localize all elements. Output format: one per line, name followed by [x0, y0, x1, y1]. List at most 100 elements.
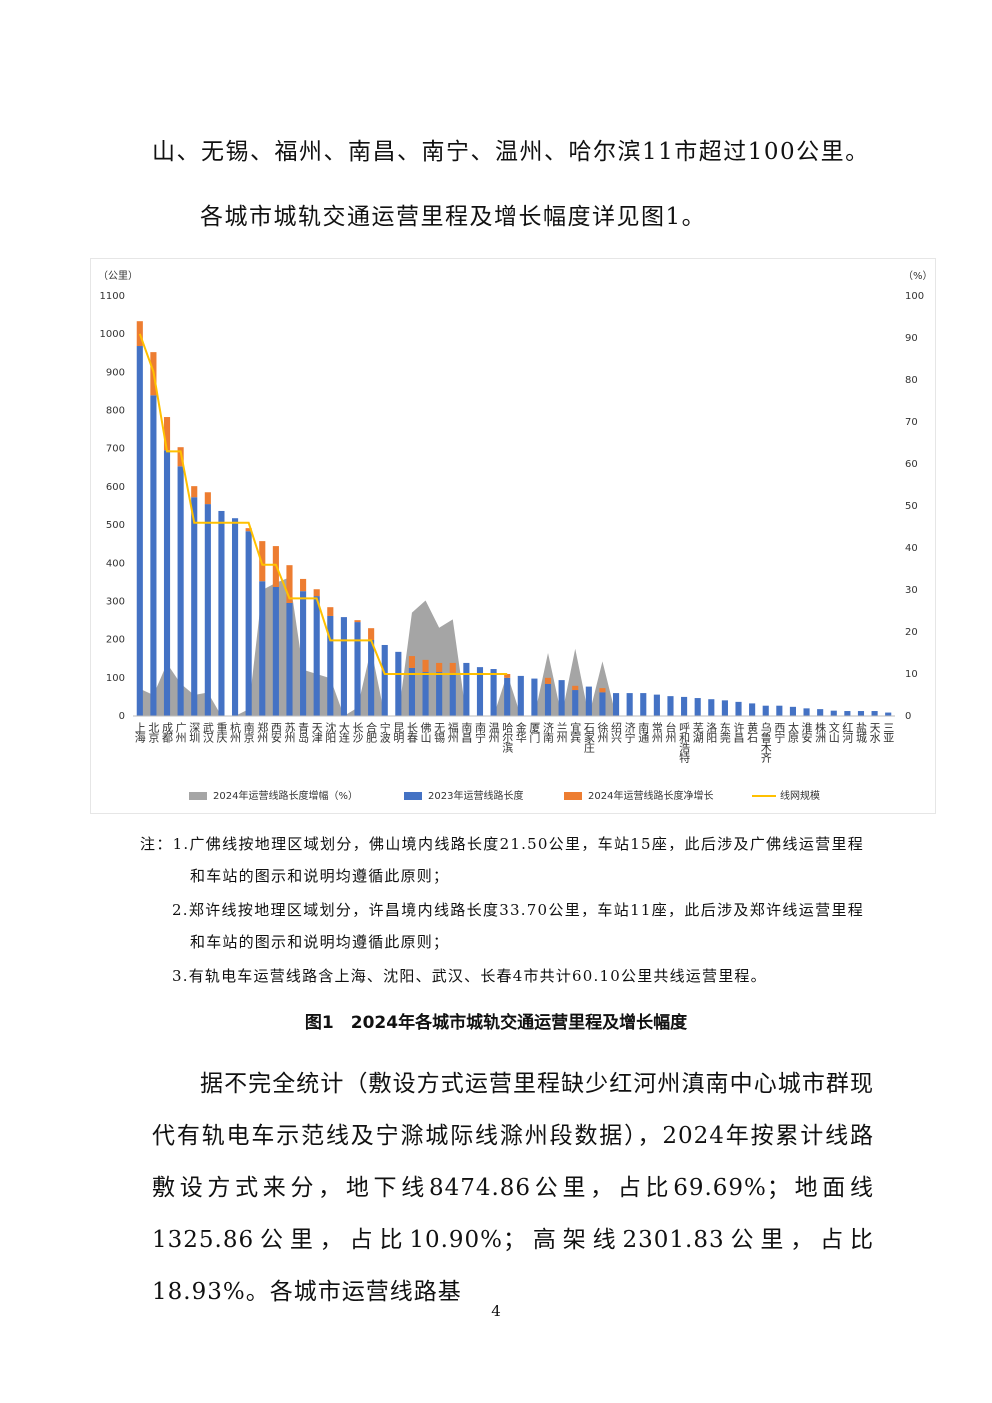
x-tick-label: 深圳: [188, 722, 201, 743]
bar: [626, 693, 633, 716]
y-tick-label: 600: [106, 482, 125, 493]
x-tick-label: 乌鲁木齐: [759, 721, 772, 764]
bar: [272, 586, 279, 716]
y-tick-label: 100: [106, 673, 125, 684]
bar: [653, 694, 660, 716]
note: 2.郑许线按地理区域划分，许昌境内线路长度33.70公里，车站11座，此后涉及郑…: [172, 901, 864, 951]
bar: [531, 678, 538, 716]
y2-tick-label: 90: [905, 333, 918, 344]
x-tick-label: 北京: [147, 722, 160, 744]
bar: [817, 709, 824, 716]
x-tick-label: 沈阳: [324, 721, 337, 743]
bar: [476, 667, 484, 716]
bar: [830, 710, 837, 716]
x-tick-label: 济南: [542, 721, 555, 743]
y2-tick-label: 30: [905, 585, 918, 596]
figure-caption: 图1 2024年各城市城轨交通运营里程及增长幅度: [304, 1013, 688, 1033]
bar: [163, 417, 171, 451]
x-tick-label: 文山: [827, 721, 840, 743]
bar: [449, 662, 456, 673]
bar: [395, 651, 402, 716]
bar: [313, 596, 320, 716]
x-tick-label: 重庆: [215, 721, 228, 744]
x-tick-label: 广州: [174, 722, 187, 743]
page-number: 4: [491, 1302, 501, 1320]
legend-label: 线网规模: [780, 789, 820, 802]
bar: [735, 701, 742, 716]
bar: [708, 699, 715, 716]
y2-axis-label: （%）: [903, 270, 933, 282]
chart: （公里） （%）010020030040050060070080090010001…: [90, 258, 936, 814]
bar: [150, 395, 157, 716]
bar: [585, 686, 592, 716]
x-tick-label: 兰州: [555, 722, 568, 743]
y2-tick-label: 60: [905, 459, 918, 470]
x-tick-label: 天水: [868, 722, 881, 743]
x-tick-label: 台州: [664, 721, 677, 743]
bar: [721, 700, 728, 716]
paragraph: 各城市城轨交通运营里程及增长幅度详见图1。: [200, 204, 707, 230]
note: 注：1.广佛线按地理区域划分，佛山境内线路长度21.50公里，车站15座，此后涉…: [140, 835, 864, 885]
y-tick-label: 700: [106, 444, 125, 455]
bar: [490, 669, 497, 716]
y2-tick-label: 100: [905, 291, 924, 302]
bar: [422, 659, 429, 673]
bar: [871, 711, 878, 716]
bar: [599, 688, 606, 693]
x-tick-label: 天津: [310, 722, 323, 743]
x-tick-label: 温州: [487, 722, 500, 743]
x-tick-label: 武汉: [201, 722, 214, 744]
bar: [163, 450, 171, 716]
x-tick-label: 苏州: [283, 722, 296, 743]
x-tick-label: 长沙: [351, 722, 364, 743]
bar: [844, 711, 851, 716]
x-tick-label: 无锡: [433, 722, 446, 744]
x-tick-label: 合肥: [365, 721, 378, 743]
bar: [789, 706, 797, 716]
bar: [300, 591, 307, 716]
legend-swatch: [189, 792, 207, 800]
y-tick-label: 200: [106, 635, 125, 646]
bar: [286, 602, 293, 716]
bar: [231, 518, 239, 716]
paragraph: 山、无锡、福州、南昌、南宁、温州、哈尔滨11市超过100公里。: [152, 139, 870, 165]
bar: [136, 346, 143, 716]
bar: [245, 531, 252, 716]
bar: [191, 486, 198, 498]
bar: [694, 698, 701, 716]
y2-tick-label: 80: [905, 375, 918, 386]
x-tick-label: 常州: [650, 722, 663, 743]
x-tick-label: 西安: [269, 722, 282, 744]
y-tick-label: 800: [106, 406, 125, 417]
bar: [259, 541, 266, 582]
y2-tick-label: 0: [905, 711, 911, 722]
bar: [504, 677, 511, 716]
y-tick-label: 500: [106, 520, 125, 531]
bar: [177, 447, 184, 467]
bar: [368, 640, 375, 716]
bar: [681, 696, 688, 716]
bar: [327, 615, 334, 716]
x-tick-label: 淮安: [800, 722, 813, 744]
x-tick-label: 南通: [637, 722, 650, 743]
x-tick-label: 三亚: [882, 722, 895, 742]
bar: [436, 662, 443, 673]
legend-label: 2024年运营线路长度增幅（%）: [213, 789, 358, 802]
paragraph: 据不完全统计（敷设方式运营里程缺少红河州滇南中心城市群现代有轨电车示范线及宁滁城…: [152, 1071, 874, 1305]
bar: [300, 578, 307, 592]
y2-tick-label: 20: [905, 627, 918, 638]
y-tick-label: 900: [106, 367, 125, 378]
x-tick-label: 济宁: [623, 721, 636, 743]
bar: [612, 693, 620, 716]
y-axis-label: （公里）: [98, 270, 138, 282]
legend-label: 2023年运营线路长度: [428, 789, 523, 802]
y-tick-label: 1100: [100, 291, 125, 302]
x-tick-label: 长春: [405, 722, 418, 744]
x-tick-label: 郑州: [256, 721, 269, 743]
bar: [640, 693, 647, 716]
x-tick-label: 厦门: [528, 722, 541, 744]
x-tick-label: 南宁: [473, 722, 486, 743]
bar: [340, 617, 347, 716]
bar: [218, 510, 225, 716]
